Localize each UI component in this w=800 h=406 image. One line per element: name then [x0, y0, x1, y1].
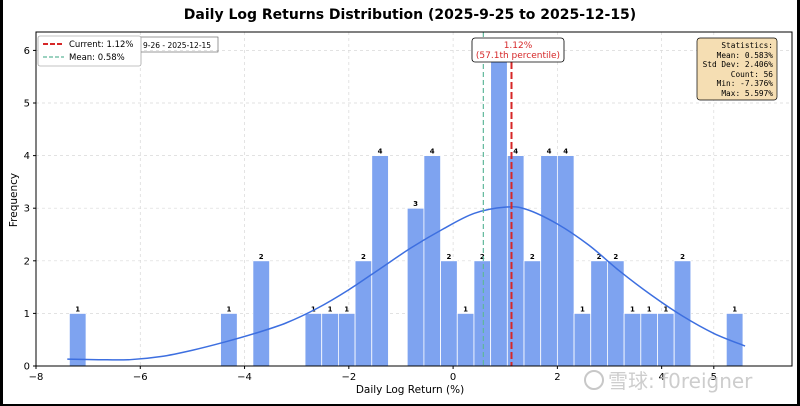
histogram-bar — [456, 313, 475, 367]
legend-partial-entry: 9-26 - 2025-12-15 — [143, 41, 211, 50]
histogram-bar — [623, 313, 642, 367]
chart-title: Daily Log Returns Distribution (2025-9-2… — [184, 7, 636, 23]
watermark: 雪球: f0reigner — [584, 369, 753, 393]
x-tick-label: 2 — [554, 372, 560, 383]
histogram-bar — [657, 313, 675, 367]
bar-count-label: 2 — [613, 253, 618, 261]
bar-count-label: 1 — [647, 305, 652, 313]
count-labels: 11211124342126424412211121 — [75, 42, 737, 313]
histogram-bar — [540, 155, 558, 367]
bar-count-label: 1 — [463, 305, 468, 313]
stats-line: Min: -7.376% — [717, 79, 774, 88]
stats-header: Statistics: — [721, 41, 773, 50]
histogram-bar — [423, 155, 441, 367]
y-tick-label: 3 — [24, 204, 30, 215]
y-tick-label: 2 — [24, 256, 30, 267]
histogram-bar — [68, 313, 87, 367]
y-tick-label: 5 — [24, 99, 30, 110]
legend-mean-label: Mean: 0.58% — [69, 53, 125, 63]
histogram-bar — [440, 260, 458, 367]
histogram-bar — [252, 260, 270, 367]
bar-count-label: 1 — [311, 305, 316, 313]
plot-frame — [35, 31, 793, 367]
bar-count-label: 1 — [328, 305, 333, 313]
bar-count-label: 1 — [630, 305, 635, 313]
x-tick-label: −6 — [133, 372, 148, 383]
bar-count-label: 2 — [530, 253, 535, 261]
annotation-percentile: (57.1th percentile) — [476, 51, 560, 61]
y-tick-label: 6 — [24, 46, 30, 57]
x-axis-ticks: −8 −6 −4 −2 0 2 4 5 — [29, 366, 717, 383]
bar-count-label: 4 — [378, 148, 383, 156]
histogram-bar — [506, 155, 525, 367]
bar-count-label: 2 — [680, 253, 685, 261]
bar-count-label: 2 — [597, 253, 602, 261]
x-tick-label: −8 — [29, 372, 44, 383]
bar-count-label: 4 — [513, 148, 518, 156]
legend: 9-26 - 2025-12-15 Current: 1.12% Mean: 0… — [37, 35, 219, 67]
histogram-bar — [337, 313, 356, 367]
bar-count-label: 1 — [226, 305, 231, 313]
x-tick-label: 5 — [711, 372, 717, 383]
x-tick-label: 0 — [450, 372, 456, 383]
x-tick-label: 4 — [658, 372, 664, 383]
bar-count-label: 1 — [75, 305, 80, 313]
histogram-bar — [371, 155, 389, 367]
statistics-background — [696, 37, 778, 101]
x-tick-label: −4 — [237, 372, 252, 383]
watermark-text: 雪球: f0reigner — [608, 369, 753, 393]
bar-count-label: 2 — [480, 253, 485, 261]
stats-line: Std Dev: 2.406% — [703, 60, 774, 69]
bar-count-label: 4 — [563, 148, 568, 156]
y-axis-label: Frequency — [8, 173, 20, 227]
legend-current-label: Current: 1.12% — [69, 40, 134, 50]
y-axis-ticks: 0 1 2 3 4 5 6 — [24, 46, 36, 373]
statistics-box: Statistics: Mean: 0.583% Std Dev: 2.406%… — [696, 37, 778, 101]
bar-count-label: 1 — [580, 305, 585, 313]
bar-count-label: 1 — [732, 305, 737, 313]
histogram-bar — [406, 207, 425, 367]
annotation-box — [471, 37, 565, 63]
histogram-bar — [473, 260, 492, 367]
histogram-bar — [673, 260, 692, 367]
bar-count-label: 4 — [430, 148, 435, 156]
histogram-bar — [556, 155, 575, 367]
kde-curve — [67, 206, 746, 361]
annotation-value: 1.12% — [504, 41, 533, 51]
bar-count-label: 1 — [663, 305, 668, 313]
y-tick-label: 4 — [24, 151, 30, 162]
x-tick-label: −2 — [341, 372, 356, 383]
histogram-bar — [607, 260, 625, 367]
bar-count-label: 4 — [547, 148, 552, 156]
current-annotation: 1.12% (57.1th percentile) — [471, 37, 565, 63]
bar-count-label: 1 — [344, 305, 349, 313]
histogram-bar — [573, 313, 592, 367]
histogram-bar — [304, 313, 323, 367]
stats-line: Count: 56 — [731, 70, 774, 79]
histogram-bar — [640, 313, 658, 367]
stats-line: Max: 5.597% — [721, 89, 773, 98]
histogram-bar — [523, 260, 542, 367]
histogram-bar — [590, 260, 608, 367]
histogram-bar — [321, 313, 339, 367]
bar-count-label: 3 — [413, 200, 418, 208]
y-tick-label: 1 — [24, 309, 30, 320]
watermark-logo — [584, 370, 604, 390]
bar-count-label: 2 — [446, 253, 451, 261]
x-axis-label: Daily Log Return (%) — [356, 384, 464, 396]
bar-count-label: 2 — [259, 253, 264, 261]
legend-box — [37, 35, 142, 67]
y-tick-label: 0 — [24, 362, 30, 373]
stats-line: Mean: 0.583% — [717, 51, 774, 60]
bar-count-label: 2 — [361, 253, 366, 261]
